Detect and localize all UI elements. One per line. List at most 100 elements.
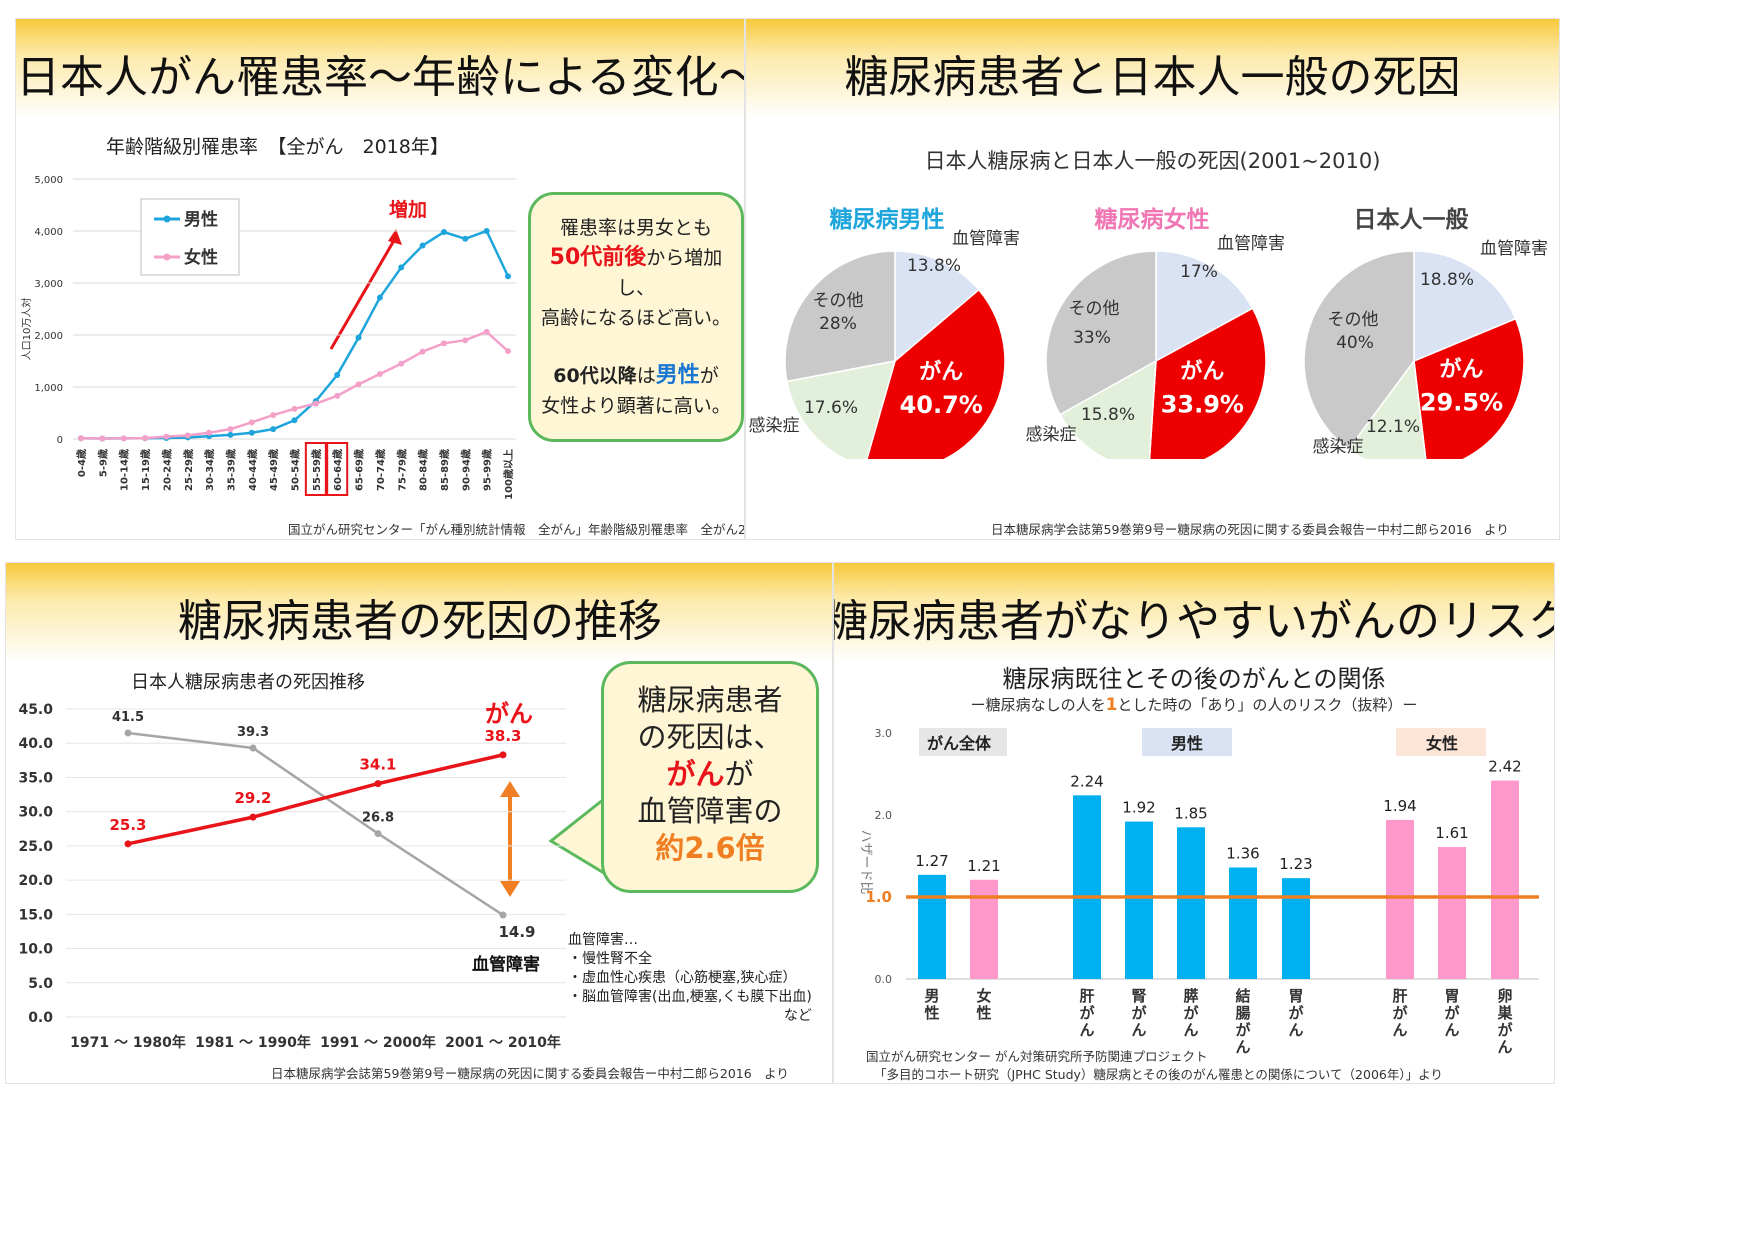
bar-value-label: 1.21 [967,857,1000,875]
source-note: 日本糖尿病学会誌第59巻第9号ー糖尿病の死因に関する委員会報告ー中村二郎ら201… [271,1066,789,1081]
legend-marker [163,253,171,261]
slice-label: その他 [813,291,864,311]
chart-subtitle: 糖尿病既往とその後のがんとの関係 [1002,665,1386,693]
pie-title: 日本人一般 [1354,206,1469,233]
source-note-1: 国立がん研究センター がん対策研究所予防関連プロジェクト [866,1049,1208,1064]
series-name-label: がん [485,700,533,728]
data-point [374,830,382,838]
callout-line: 罹患率は男女とも [559,217,712,239]
subtitle-emphasis: 1 [1105,695,1118,715]
group-header-bg [1396,728,1486,756]
x-tick-label: 65-69歳 [353,449,366,491]
bar-category-label: 腎がん [1131,987,1147,1039]
bar-value-label: 2.42 [1488,758,1521,776]
series-name-label: 血管障害 [472,954,540,975]
slice-value: 12.1% [1366,417,1420,437]
data-point [124,840,132,848]
highlight-box [326,442,349,496]
x-tick-label: 1971 〜 1980年 [70,1034,186,1051]
callout-line: 糖尿病患者 [637,683,783,717]
note-line: ・慢性腎不全 [568,951,652,967]
bar [1073,795,1101,979]
bar-category-label: 肝がん [1392,987,1408,1039]
slice-value: 40.7% [900,391,983,419]
data-point [312,400,319,407]
slice-value: 28% [819,314,857,334]
source-note: 国立がん研究センター「がん種別統計情報 全がん」年齢階級別罹患率 全がん2018… [288,522,744,537]
cause-of-death-pie-charts: 糖尿病男性がん40.7%血管障害13.8%感染症17.6%その他28%糖尿病女性… [749,206,1548,459]
bar-value-label: 1.94 [1383,797,1416,815]
data-point [499,911,507,919]
x-tick-label: 55-59歳 [310,449,323,491]
difference-arrow-head [500,781,520,797]
bar-value-label: 1.36 [1226,844,1259,862]
x-tick-label: 1981 〜 1990年 [195,1034,311,1051]
data-point [184,432,191,439]
panel-title: 日本人がん罹患率〜年齢による変化〜 [16,52,745,103]
bar-category-label: 胃がん [1288,987,1304,1039]
data-point [440,340,447,347]
bar-value-label: 1.61 [1435,824,1468,842]
x-tick-label: 35-39歳 [224,449,237,491]
series-line-血管障害 [127,731,504,917]
slice-value: 33% [1073,328,1111,348]
y-tick-label: 25.0 [18,839,53,855]
data-point [248,429,255,436]
x-tick-label: 95-99歳 [481,449,494,491]
x-tick-label: 2001 〜 2010年 [445,1034,561,1051]
x-tick-label: 90-94歳 [459,449,472,491]
subtitle-text: とした時の「あり」の人のリスク（抜粋）ー [1117,696,1418,714]
pie-slice-その他 [1303,250,1415,451]
slice-value: 33.9% [1161,391,1244,419]
bar-category-label: 結腸がん [1235,987,1251,1056]
data-point [249,813,257,821]
callout-text: が [724,757,754,791]
chart-subtitle-2: ー糖尿病なしの人を1とした時の「あり」の人のリスク（抜粋）ー [834,694,1554,715]
slice-label: がん [1439,357,1483,383]
pie-slice-血管障害 [1155,250,1254,363]
incidence-callout: 罹患率は男女とも 50代前後から増加し、 高齢になるほど高い。 60代以降は男性… [528,192,744,442]
data-point [505,273,511,280]
y-tick-label: 5,000 [34,175,63,186]
data-point [249,744,257,752]
pie-slice-感染症 [1347,359,1427,459]
slice-label: 感染症 [1026,425,1077,445]
slice-label: その他 [1069,299,1120,319]
y-tick-label: 2,000 [34,331,63,342]
note-line: ・虚血性心疾患（心筋梗塞,狭心症） [568,970,797,986]
callout-line: の死因は、 [637,720,783,754]
panel-header [16,19,744,119]
data-point [374,780,382,788]
slice-label: 感染症 [749,416,800,436]
callout-line: 50代前後から増加し、 [531,243,741,303]
pie-slice-感染症 [786,360,897,459]
x-tick-label: 50-54歳 [289,449,302,491]
x-tick-label: 15-19歳 [139,449,152,491]
increase-arrow [329,236,398,350]
death-callout: 糖尿病患者 の死因は、 がんが 血管障害の 約2.6倍 [601,661,819,893]
panel-title: 糖尿病患者と日本人一般の死因 [844,52,1461,103]
data-point [99,435,106,442]
slice-label: その他 [1328,310,1379,330]
callout-text: から増加し、 [616,247,723,299]
y-tick-label: 0 [57,435,63,446]
data-point [120,435,127,442]
x-tick-label: 85-89歳 [438,449,451,491]
pie-slice-がん [866,288,1006,459]
data-label: 41.5 [112,710,144,725]
data-point [419,348,426,355]
bar-value-label: 1.23 [1279,855,1312,873]
callout-emphasis: 男性 [655,363,700,388]
chart-subtitle: 年齢階級別罹患率 【全がん 2018年】 [106,136,449,158]
y-axis-label: 人口10万人対 [20,298,33,361]
slice-label: 血管障害 [952,229,1020,249]
data-label: 38.3 [484,727,521,745]
data-point [483,328,490,335]
panel-title: 糖尿病患者がなりやすいがんのリスク [833,596,1555,647]
panel-cause-of-death: 糖尿病患者と日本人一般の死因 日本人糖尿病と日本人一般の死因(2001~2010… [745,18,1560,540]
bar [918,874,946,979]
data-point [163,433,170,440]
bar-category-label: 胃がん [1444,987,1460,1039]
bar [1491,780,1519,979]
source-note-2: 「多目的コホート研究（JPHC Study）糖尿病とその後のがん罹患との関係につ… [874,1067,1443,1082]
